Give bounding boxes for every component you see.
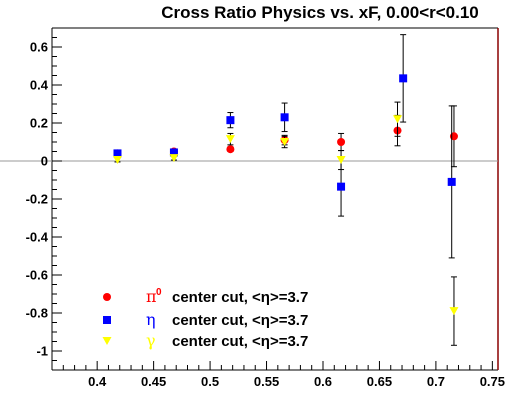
data-point-series-1 (399, 74, 408, 83)
data-points (112, 34, 459, 346)
data-point-series-2 (169, 154, 179, 163)
data-point-series-1 (280, 113, 289, 122)
legend-symbol: η (146, 310, 156, 329)
chart-title: Cross Ratio Physics vs. xF, 0.00<r<0.10 (161, 3, 479, 22)
legend-marker (103, 293, 111, 301)
data-point-series-2 (280, 138, 290, 146)
data-point-series-0 (449, 132, 458, 141)
data-point-series-2 (112, 156, 122, 165)
y-tick-label: -0.4 (26, 230, 49, 245)
y-tick-label: 0.2 (30, 116, 48, 131)
legend-label: center cut, <η>=3.7 (172, 333, 308, 350)
data-point-series-1 (169, 148, 178, 157)
x-tick-label: 0.45 (141, 374, 166, 389)
legend-label: center cut, <η>=3.7 (172, 312, 308, 329)
data-point-series-0 (226, 145, 235, 154)
y-tick-label: -0.8 (26, 306, 48, 321)
data-point-series-2 (336, 156, 346, 165)
y-tick-label: 0.6 (30, 40, 48, 55)
legend-marker (102, 337, 112, 345)
data-point-series-1 (113, 149, 122, 158)
legend-label: center cut, <η>=3.7 (172, 289, 308, 306)
legend-marker (103, 316, 111, 324)
x-tick-label: 0.6 (314, 374, 332, 389)
data-point-series-2 (449, 307, 459, 316)
data-point-series-0 (337, 138, 346, 146)
data-point-series-2 (225, 135, 235, 144)
legend: π 0 center cut, <η>=3.7 η center cut, <η>=3.… (102, 287, 308, 350)
legend-symbol: γ (146, 331, 156, 350)
y-tick-label: -1 (36, 344, 48, 359)
legend-symbol-sup: 0 (156, 287, 162, 298)
x-tick-label: 0.7 (427, 374, 445, 389)
y-tick-label: 0.4 (30, 78, 49, 93)
legend-symbol: π (146, 287, 157, 306)
x-tick-label: 0.55 (254, 374, 279, 389)
data-point-series-2 (393, 115, 403, 124)
y-tick-label: -0.6 (26, 268, 48, 283)
x-tick-label: 0.75 (480, 374, 505, 389)
x-tick-label: 0.65 (367, 374, 392, 389)
x-tick-label: 0.5 (201, 374, 219, 389)
y-tick-label: -0.2 (26, 192, 48, 207)
x-tick-label: 0.4 (88, 374, 107, 389)
y-tick-label: 0 (41, 154, 48, 169)
data-point-series-1 (447, 177, 456, 186)
axes: 0.4 0.45 0.5 0.55 0.6 0.65 0.7 0.75 0.6 0.4 0.2 0 -0… (26, 27, 505, 389)
data-point-series-1 (337, 182, 346, 191)
data-point-series-1 (226, 116, 235, 125)
